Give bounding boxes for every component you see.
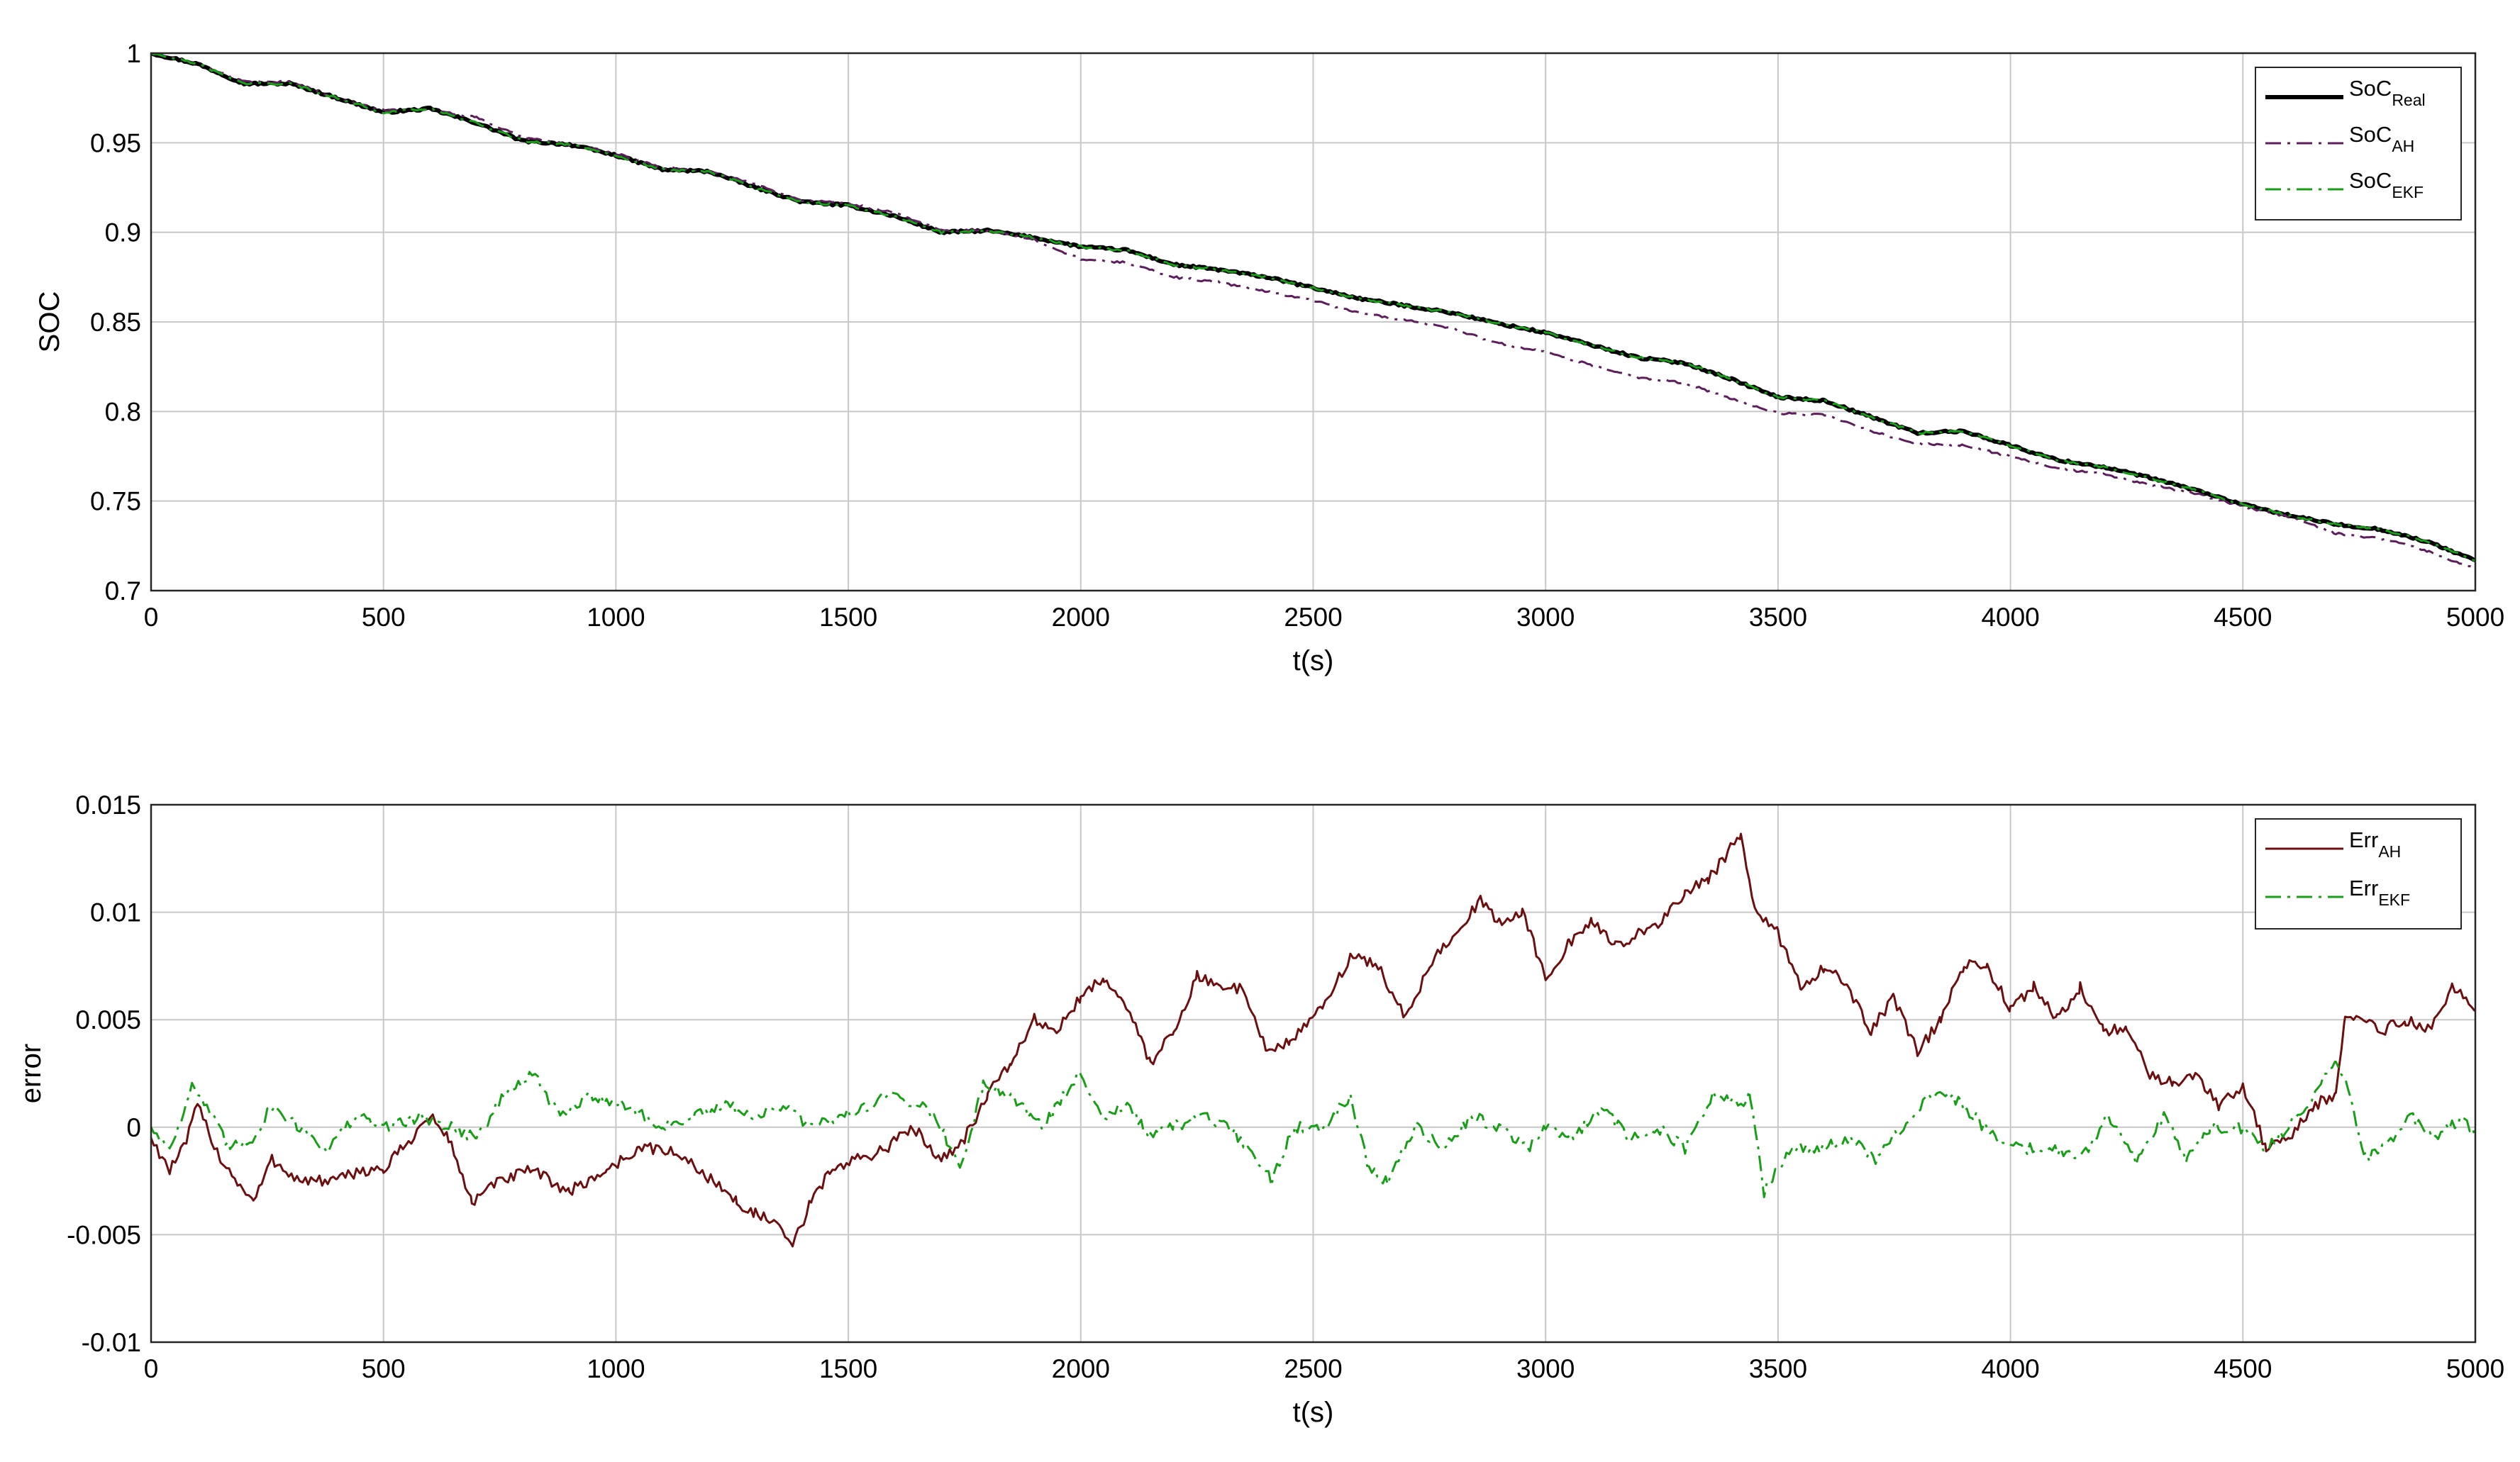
x-tick-label: 500 (362, 1354, 406, 1383)
x-tick-label: 4000 (1981, 603, 2039, 632)
x-tick-label: 1500 (819, 603, 877, 632)
x-tick-label: 3000 (1516, 1354, 1575, 1383)
y-tick-label: 0.85 (90, 308, 141, 337)
x-axis-label: t(s) (1293, 645, 1334, 676)
x-tick-label: 2000 (1052, 1354, 1110, 1383)
y-tick-label: 0.015 (75, 791, 141, 820)
x-tick-label: 2000 (1052, 603, 1110, 632)
legend-box (2255, 818, 2462, 930)
x-tick-label: 0 (144, 1354, 159, 1383)
x-tick-label: 4500 (2214, 603, 2272, 632)
legend-label: ErrAH (2349, 827, 2401, 861)
x-axis-label: t(s) (1293, 1397, 1334, 1428)
chart-panels: 0 500 1000 1500 2000 2500 3000 3500 4000 4500 5000… (16, 39, 2504, 1428)
series-line-soc-ekf (151, 53, 2475, 562)
legend-label: SoCAH (2349, 122, 2414, 155)
y-tick-label: 0.9 (105, 218, 141, 247)
x-tick-label: 3000 (1516, 603, 1575, 632)
legend-label: SoCReal (2349, 76, 2426, 109)
x-tick-label: 4000 (1981, 1354, 2039, 1383)
y-tick-label: 1 (126, 39, 141, 68)
series-group (151, 832, 2475, 1248)
series-line-err-ah (151, 832, 2475, 1248)
legend-label: ErrEKF (2349, 876, 2410, 909)
y-tick-label: 0.95 (90, 128, 141, 157)
chart-panel-1: 0 500 1000 1500 2000 2500 3000 3500 4000 4500 5000… (34, 39, 2504, 676)
y-tick-label: -0.01 (82, 1328, 141, 1357)
y-axis-label: SOC (34, 291, 65, 353)
x-tick-label: 1000 (587, 1354, 645, 1383)
x-tick-label: 3500 (1749, 603, 1807, 632)
legend-label: SoCEKF (2349, 168, 2424, 201)
legend: SoCReal SoCAH SoCEKF (2255, 67, 2462, 221)
series-line-soc-ah (151, 53, 2475, 570)
x-tick-label: 2500 (1284, 603, 1342, 632)
chart-panel-2: 0 500 1000 1500 2000 2500 3000 3500 4000 4500 5000… (16, 791, 2504, 1428)
y-axis-label: error (16, 1044, 47, 1103)
axes-box (150, 52, 2477, 592)
y-tick-label: 0.8 (105, 397, 141, 426)
series-line-err-ekf (151, 1060, 2475, 1198)
x-tick-label: 5000 (2446, 1354, 2504, 1383)
legend: ErrAH ErrEKF (2255, 818, 2462, 930)
y-tick-label: 0.7 (105, 576, 141, 606)
x-tick-label: 3500 (1749, 1354, 1807, 1383)
x-tick-label: 4500 (2214, 1354, 2272, 1383)
y-tick-label: -0.005 (67, 1220, 141, 1249)
x-tick-label: 0 (144, 603, 159, 632)
x-tick-label: 1000 (587, 603, 645, 632)
x-tick-label: 1500 (819, 1354, 877, 1383)
y-tick-label: 0.01 (90, 898, 141, 927)
x-tick-label: 500 (362, 603, 406, 632)
x-tick-label: 2500 (1284, 1354, 1342, 1383)
y-tick-label: 0.75 (90, 487, 141, 516)
y-tick-label: 0 (126, 1113, 141, 1142)
axes-box (150, 803, 2477, 1344)
series-group (151, 53, 2475, 570)
y-tick-label: 0.005 (75, 1005, 141, 1034)
x-tick-label: 5000 (2446, 603, 2504, 632)
